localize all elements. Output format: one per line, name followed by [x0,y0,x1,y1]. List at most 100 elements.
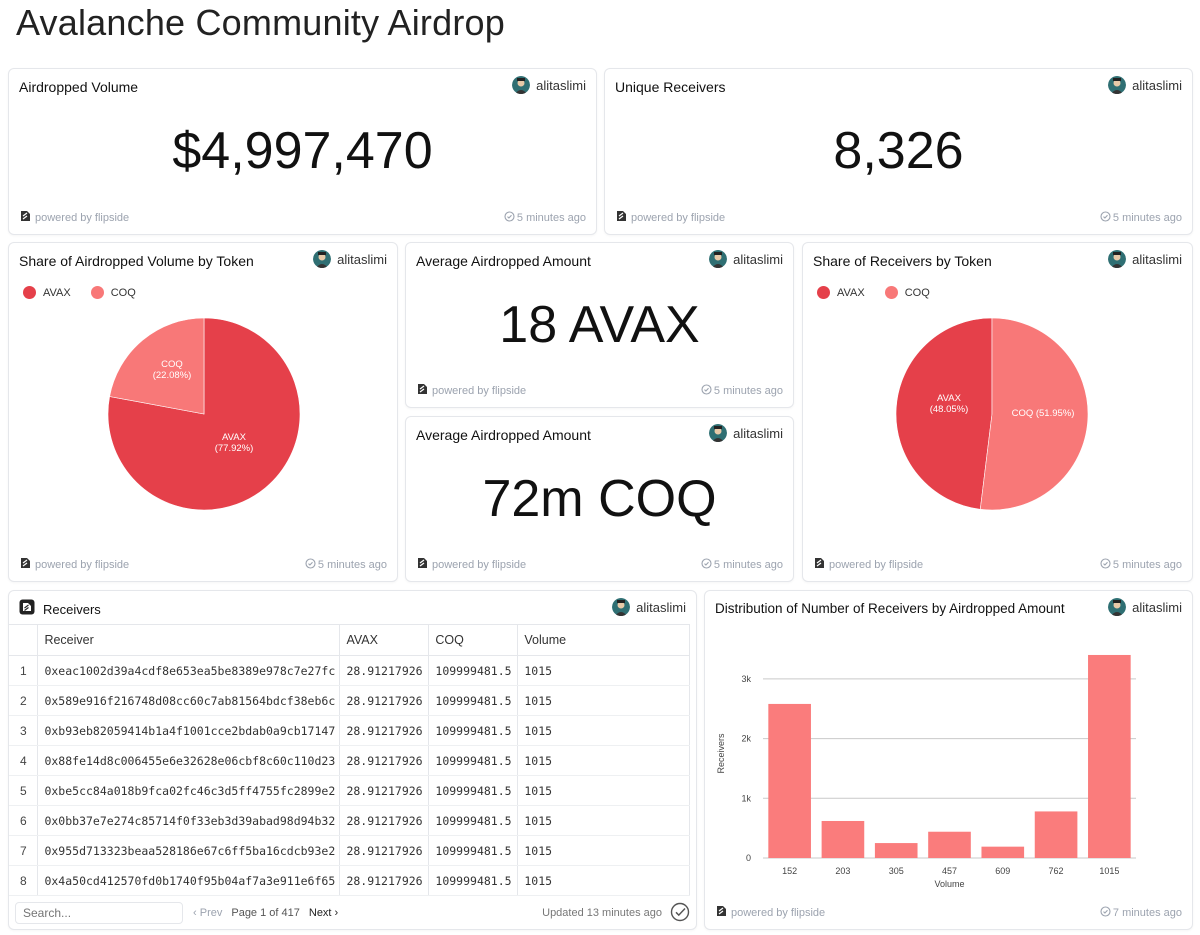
flipside-icon [19,557,31,572]
table-row[interactable]: 1 0xeac1002d39a4cdf8e653ea5be8389e978c7e2… [9,655,690,686]
volume-cell: 1015 [517,775,690,806]
table-row[interactable]: 4 0x88fe14d8c006455e6e32628e06cbf8c60c110… [9,745,690,776]
author[interactable]: alitaslimi [1108,598,1182,616]
author[interactable]: alitaslimi [612,598,686,616]
legend-item-avax[interactable]: AVAX [23,286,71,299]
x-tick-label: 305 [889,866,904,876]
powered-by-flipside[interactable]: powered by flipside [416,557,526,572]
card-title: Distribution of Number of Receivers by A… [715,601,1065,616]
powered-by-flipside[interactable]: powered by flipside [715,905,825,920]
column-header-coq[interactable]: COQ [428,624,519,656]
row-index: 6 [9,805,39,836]
legend-item-avax[interactable]: AVAX [817,286,865,299]
volume-cell: 1015 [517,685,690,716]
row-index: 1 [9,655,39,686]
table-row[interactable]: 6 0x0bb37e7e274c85714f0f33eb3d39abad98d94… [9,805,690,836]
receivers-table-scroll[interactable]: Receiver AVAX COQ Volume 1 0xeac1002d39a4… [9,624,690,901]
column-header-index [9,624,39,656]
airdropped-volume-value: $4,997,470 [172,122,433,180]
x-tick-label: 457 [942,866,957,876]
last-updated: 5 minutes ago [1100,210,1182,225]
row-index: 2 [9,685,39,716]
powered-by-flipside[interactable]: powered by flipside [416,383,526,398]
last-updated: 5 minutes ago [305,557,387,572]
legend-swatch [23,286,36,299]
bar-152[interactable] [768,703,811,858]
volume-cell: 1015 [517,715,690,746]
pie-chart-receivers: AVAX(48.05%) COQ (51.95%) [895,317,1089,511]
row-index: 3 [9,715,39,746]
x-tick-label: 1015 [1099,866,1119,876]
refresh-icon [504,210,515,225]
powered-by-flipside[interactable]: powered by flipside [615,210,725,225]
bar-chart: 0 1k 2k 3k 152 203 305 457 609 762 1015 Volume Recei… [716,654,1136,889]
avatar [709,424,728,442]
page-title: Avalanche Community Airdrop [16,2,505,43]
author[interactable]: alitaslimi [512,76,586,94]
chart-legend: AVAX COQ [817,286,930,299]
search-input[interactable] [15,902,183,924]
coq-cell: 109999481.5 [428,805,519,836]
receiver-cell: 0x88fe14d8c006455e6e32628e06cbf8c60c110d… [37,745,341,776]
column-header-receiver[interactable]: Receiver [37,624,341,656]
pie-label-avax: AVAX [222,432,247,443]
avatar [1108,76,1127,94]
card-title: Share of Airdropped Volume by Token [19,253,254,269]
pie-pct-avax: (77.92%) [215,443,254,454]
last-updated: 5 minutes ago [701,557,783,572]
author-name: alitaslimi [1132,251,1182,267]
flipside-icon [615,210,627,225]
coq-cell: 109999481.5 [428,685,519,716]
pie-slice-coq[interactable] [979,317,1089,511]
avatar [1108,250,1127,268]
author[interactable]: alitaslimi [1108,250,1182,268]
pie-slice-avax[interactable] [895,317,993,510]
volume-cell: 1015 [517,865,690,896]
coq-cell: 109999481.5 [428,715,519,746]
check-circle-icon[interactable] [670,902,690,925]
volume-cell: 1015 [517,745,690,776]
legend-item-coq[interactable]: COQ [90,286,136,299]
powered-by-flipside[interactable]: powered by flipside [19,557,129,572]
pagination: ‹ Prev Page 1 of 417 Next › [193,907,338,919]
table-row[interactable]: 5 0xbe5cc84a018b9fca02fc46c3d5ff4755fc289… [9,775,690,806]
bar-762[interactable] [1034,811,1078,858]
author[interactable]: alitaslimi [709,250,783,268]
legend-item-coq[interactable]: COQ [884,286,930,299]
prev-page-button[interactable]: ‹ Prev [193,907,223,919]
x-tick-label: 762 [1049,866,1064,876]
next-page-button[interactable]: Next › [308,907,339,919]
table-row[interactable]: 8 0x4a50cd412570fd0b1740f95b04af7a3e911e6… [9,865,690,896]
y-tick-label: 1k [741,793,751,803]
column-header-volume[interactable]: Volume [517,624,690,656]
average-coq-value: 72m COQ [482,470,717,528]
powered-by-flipside[interactable]: powered by flipside [813,557,923,572]
bar-609[interactable] [981,846,1025,858]
bar-203[interactable] [821,820,865,858]
chart-legend: AVAX COQ [23,286,136,299]
column-header-avax[interactable]: AVAX [339,624,430,656]
unique-receivers-card: Unique Receivers alitaslimi 8,326 powere… [604,68,1193,235]
pie-slice-avax[interactable] [107,317,301,511]
bar-1015[interactable] [1088,654,1131,858]
table-row[interactable]: 2 0x589e916f216748d08cc60c7ab81564bdcf38e… [9,685,690,716]
table-row[interactable]: 7 0x955d713323beaa528186e67c6ff5ba16cdcb9… [9,835,690,866]
author[interactable]: alitaslimi [313,250,387,268]
flipside-icon [813,557,825,572]
author-name: alitaslimi [733,251,783,267]
author[interactable]: alitaslimi [1108,76,1182,94]
avatar [612,598,631,616]
last-updated: 5 minutes ago [504,210,586,225]
refresh-icon [701,383,712,398]
table-row[interactable]: 3 0xb93eb82059414b1a4f1001cce2bdab0a9cb17… [9,715,690,746]
legend-swatch [884,286,898,299]
avatar [512,76,531,94]
receiver-cell: 0xeac1002d39a4cdf8e653ea5be8389e978c7e27… [37,655,341,686]
powered-by-flipside[interactable]: powered by flipside [19,210,129,225]
bar-457[interactable] [928,831,971,858]
bar-305[interactable] [874,843,918,858]
refresh-icon [701,557,712,572]
row-index: 8 [9,865,39,896]
author[interactable]: alitaslimi [709,424,783,442]
pie-slice-coq[interactable] [109,317,205,415]
